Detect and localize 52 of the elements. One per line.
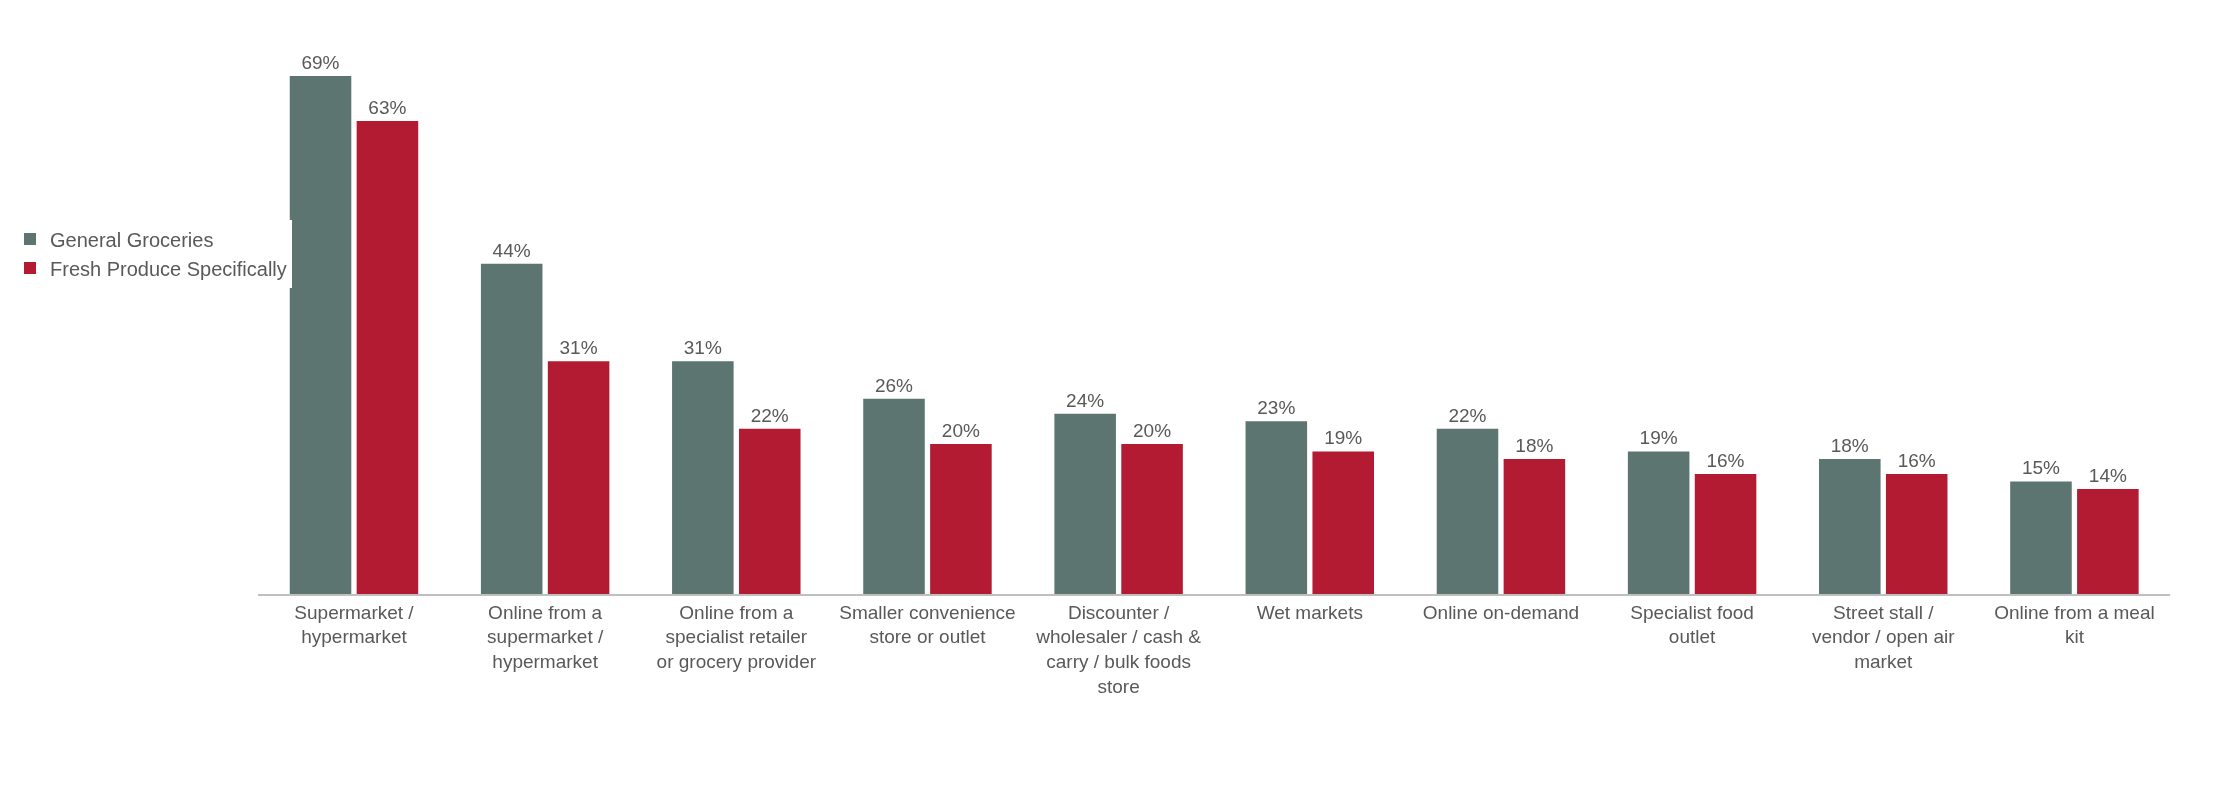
data-label: 22%	[1448, 404, 1487, 426]
legend-label: Fresh Produce Specifically	[50, 257, 287, 280]
data-label: 18%	[1515, 434, 1554, 456]
data-label: 31%	[559, 337, 598, 359]
data-label: 69%	[301, 52, 340, 74]
bar	[289, 76, 352, 594]
bar	[1627, 451, 1690, 594]
data-label: 19%	[1639, 427, 1678, 449]
bar	[1819, 458, 1881, 594]
x-tick-label: Online from a meal kit	[1994, 601, 2155, 648]
x-tick-label: Online from a supermarket / hypermarket	[487, 601, 604, 672]
bar	[480, 263, 543, 594]
bar	[2010, 481, 2072, 594]
data-label: 24%	[1066, 389, 1105, 411]
bar	[930, 443, 992, 594]
data-label: 31%	[683, 337, 722, 359]
bar	[1054, 413, 1116, 594]
x-tick-label: Wet markets	[1256, 601, 1363, 623]
data-label: 14%	[2088, 464, 2127, 486]
x-tick-label: Smaller convenience store or outlet	[839, 601, 1016, 648]
data-label: 26%	[874, 374, 914, 396]
bar	[738, 428, 801, 594]
bar	[1503, 458, 1566, 594]
data-label: 44%	[492, 239, 531, 261]
bar	[1694, 473, 1757, 594]
x-tick-label: Specialist food outlet	[1630, 601, 1754, 648]
data-label: 16%	[1706, 449, 1745, 471]
data-label: 23%	[1257, 397, 1296, 419]
bar	[1885, 473, 1948, 594]
data-label: 19%	[1324, 427, 1363, 449]
bar	[2077, 488, 2139, 594]
bar	[1121, 443, 1183, 594]
bar	[863, 398, 925, 594]
x-tick-label: Supermarket / hypermarket	[294, 601, 415, 648]
x-tick-label: Discounter / wholesaler / cash & carry / bulk foods store	[1035, 601, 1202, 697]
bar	[356, 121, 419, 594]
bar	[1245, 421, 1308, 594]
legend-label: General Groceries	[50, 228, 214, 251]
bar	[1436, 428, 1499, 594]
bar	[672, 361, 734, 594]
data-label: 20%	[941, 419, 980, 441]
data-label: 15%	[2021, 457, 2061, 479]
x-tick-label: Online from a specialist retailer or grocery provider	[656, 601, 817, 672]
data-label: 20%	[1133, 419, 1172, 441]
data-label: 63%	[368, 97, 407, 119]
data-label: 18%	[1830, 434, 1869, 456]
data-label: 22%	[750, 404, 789, 426]
x-tick-label: Street stall / vendor / open air market	[1811, 601, 1956, 672]
bar	[1312, 451, 1375, 594]
bar	[547, 361, 610, 594]
x-tick-label: Online on-demand	[1422, 601, 1580, 623]
data-label: 16%	[1897, 449, 1936, 471]
